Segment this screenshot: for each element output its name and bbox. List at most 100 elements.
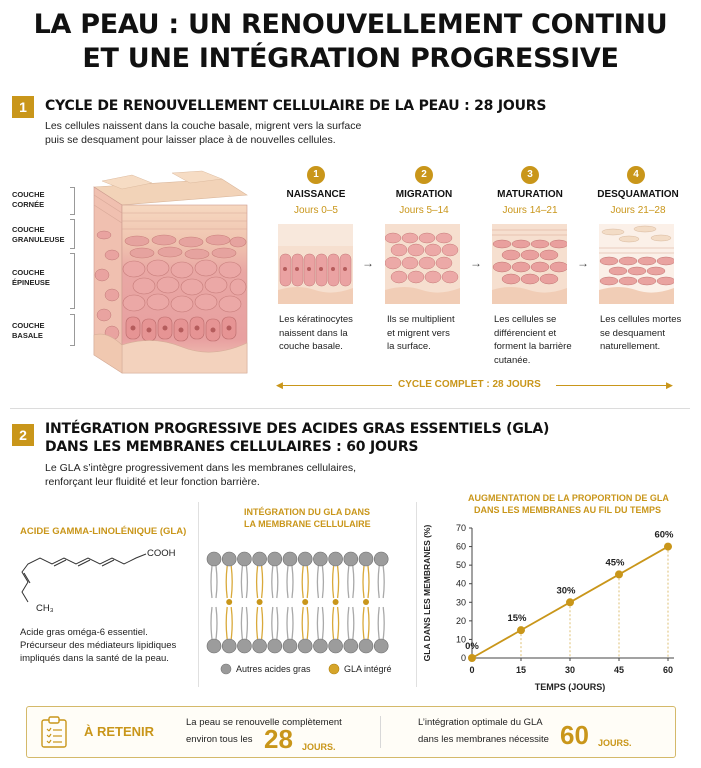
layer-bracket — [70, 314, 75, 346]
retenir-number-60: 60 — [560, 720, 589, 750]
data-label: 60% — [654, 530, 674, 541]
gla-lipid — [328, 551, 343, 654]
stage-3-name: MATURATION — [497, 189, 563, 200]
other-lipid — [343, 551, 359, 654]
gla-line-chart: 0 10 20 30 40 50 60 70 0 15 30 45 60 0% 15% 30% 45% 60% TE… — [422, 523, 674, 692]
y-tick-label: 40 — [456, 579, 466, 589]
section-2-badge: 2 — [12, 424, 34, 446]
data-point — [566, 598, 574, 607]
cooh-label: COOH — [147, 548, 176, 559]
y-tick-label: 70 — [456, 523, 466, 533]
y-tick-label: 50 — [456, 560, 466, 570]
molecule-description: Acide gras oméga-6 essentiel. Précurseur… — [20, 627, 177, 664]
layer-bracket — [70, 219, 75, 249]
legend-other-label: Autres acides gras — [236, 664, 311, 674]
data-point — [517, 626, 525, 635]
title-line-2: ET UNE INTÉGRATION PROGRESSIVE — [82, 43, 619, 74]
gla-lipid — [358, 551, 374, 654]
stage-4-text: Les cellules mortes se desquament nature… — [600, 314, 682, 352]
ch3-label: CH₃ — [36, 603, 54, 614]
stage-4-name: DESQUAMATION — [597, 189, 679, 200]
stage-4-illustration — [599, 224, 674, 304]
stage-2-illustration — [385, 224, 460, 304]
retenir-text-1a: La peau se renouvelle complètement — [186, 717, 342, 728]
legend-other-icon — [220, 663, 232, 675]
retenir-number-28: 28 — [264, 724, 293, 754]
cycle-line-right — [556, 385, 668, 386]
membrane-heading-1: INTÉGRATION DU GLA DANS — [244, 507, 370, 517]
cycle-line-left — [282, 385, 392, 386]
stage-1-illustration — [278, 224, 353, 304]
data-point — [664, 542, 672, 551]
other-lipid — [237, 551, 252, 654]
layer-label-granuleuse: COUCHE GRANULEUSE — [12, 225, 65, 244]
section-2-desc-2: renforçant leur fluidité et leur fonctio… — [45, 476, 260, 488]
data-point — [468, 654, 476, 662]
retenir-text-2a: L’intégration optimale du GLA — [418, 717, 543, 728]
arrow-icon: → — [577, 256, 589, 270]
section-1-badge: 1 — [12, 96, 34, 118]
retenir-jours-2: JOURS. — [598, 738, 632, 748]
retenir-text-1b: environ tous les — [186, 734, 253, 745]
stage-2-days: Jours 5–14 — [399, 205, 449, 216]
y-tick-label: 20 — [456, 616, 466, 626]
y-tick-label: 30 — [456, 597, 466, 607]
molecule-heading: ACIDE GAMMA-LINOLÉNIQUE (GLA) — [20, 526, 187, 537]
cycle-complete-label: CYCLE COMPLET : 28 JOURS — [398, 379, 541, 390]
y-tick-label: 10 — [456, 634, 466, 644]
retenir-divider — [380, 716, 381, 748]
gla-lipid — [221, 551, 237, 654]
section-2-title-1: INTÉGRATION PROGRESSIVE DES ACIDES GRAS … — [45, 421, 550, 437]
membrane-heading-2: LA MEMBRANE CELLULAIRE — [244, 519, 371, 529]
x-tick-label: 60 — [663, 665, 673, 675]
skin-block-illustration — [93, 170, 248, 374]
arrow-icon: → — [470, 256, 482, 270]
layer-label-cornee: COUCHE CORNÉE — [12, 190, 45, 209]
stage-3-number: 3 — [521, 166, 539, 184]
stage-3-days: Jours 14–21 — [502, 205, 558, 216]
section-1-desc-2: puis se desquament pour laisser place à … — [45, 134, 336, 146]
data-label: 15% — [507, 613, 527, 624]
section-2-desc-1: Le GLA s’intègre progressivement dans le… — [45, 462, 357, 474]
retenir-label: À RETENIR — [84, 724, 155, 739]
data-label: 45% — [605, 557, 625, 568]
stage-3-text: Les cellules se différencient et forment… — [494, 314, 572, 366]
stage-4-number: 4 — [627, 166, 645, 184]
section-1-desc-1: Les cellules naissent dans la couche bas… — [45, 120, 362, 132]
gla-lipid — [297, 551, 313, 654]
column-divider — [198, 502, 199, 687]
arrow-left-icon: ◀ — [276, 380, 283, 390]
layer-label-epineuse: COUCHE ÉPINEUSE — [12, 268, 50, 287]
x-tick-label: 15 — [516, 665, 526, 675]
stage-2-text: Ils se multiplient et migrent vers la su… — [387, 314, 455, 352]
stage-3-illustration — [492, 224, 567, 304]
other-lipid — [267, 551, 283, 654]
gla-molecule-structure — [21, 553, 147, 603]
x-tick-label: 30 — [565, 665, 575, 675]
x-tick-label: 45 — [614, 665, 624, 675]
layer-label-basale: COUCHE BASALE — [12, 321, 45, 340]
y-tick-label: 0 — [461, 653, 466, 663]
stage-1-name: NAISSANCE — [286, 189, 346, 200]
y-axis-label: GLA DANS LES MEMBRANES (%) — [422, 525, 432, 662]
section-2-title-2: DANS LES MEMBRANES CELLULAIRES : 60 JOUR… — [45, 439, 419, 455]
title-line-1: LA PEAU : UN RENOUVELLEMENT CONTINU — [33, 9, 668, 40]
other-lipid — [206, 551, 222, 654]
section-1-title: CYCLE DE RENOUVELLEMENT CELLULAIRE DE LA… — [45, 98, 547, 114]
data-label: 30% — [556, 585, 576, 596]
stage-1-number: 1 — [307, 166, 325, 184]
arrow-right-icon: ▶ — [666, 380, 673, 390]
data-label: 0% — [465, 641, 479, 652]
x-tick-label: 0 — [469, 665, 474, 675]
chart-heading-2: DANS LES MEMBRANES AU FIL DU TEMPS — [474, 505, 662, 515]
other-lipid — [373, 551, 389, 654]
stage-4-days: Jours 21–28 — [610, 205, 666, 216]
page-title: LA PEAU : UN RENOUVELLEMENT CONTINU ET U… — [0, 8, 701, 76]
gla-lipid — [252, 551, 267, 654]
column-divider — [416, 502, 417, 687]
stage-1-days: Jours 0–5 — [294, 205, 338, 216]
section-divider — [10, 408, 690, 409]
legend-gla-label: GLA intégré — [344, 664, 392, 674]
chart-heading-1: AUGMENTATION DE LA PROPORTION DE GLA — [468, 493, 669, 503]
other-lipid — [313, 551, 328, 654]
